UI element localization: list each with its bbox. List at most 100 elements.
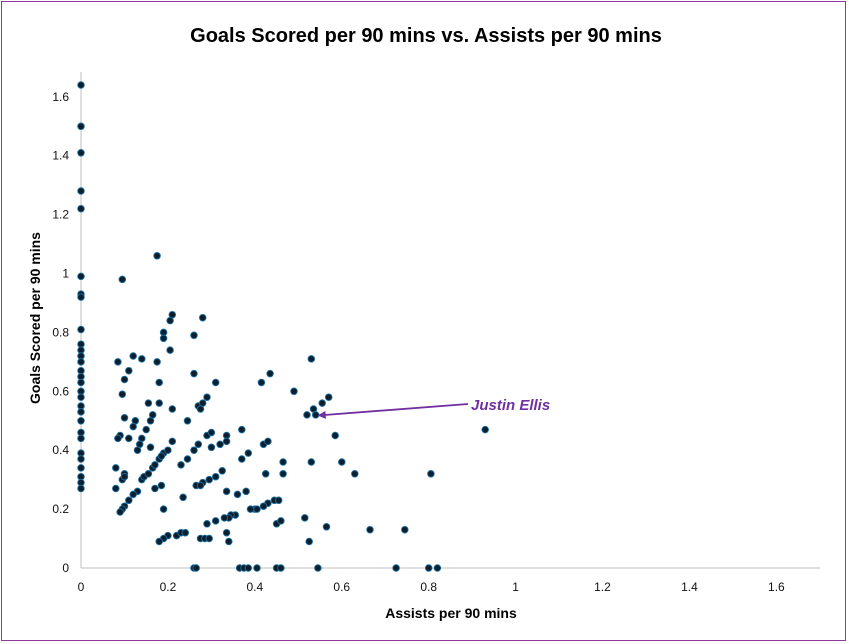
data-point <box>125 434 133 443</box>
data-point <box>427 470 435 478</box>
data-point <box>244 449 253 457</box>
data-point <box>194 440 203 449</box>
data-point <box>246 505 255 513</box>
data-point <box>222 487 231 496</box>
data-point <box>207 443 216 452</box>
data-point <box>77 455 85 463</box>
data-point <box>166 346 174 354</box>
data-point <box>116 508 124 516</box>
data-point <box>181 528 190 537</box>
data-point <box>274 496 283 505</box>
data-point <box>314 564 322 572</box>
data-point <box>305 537 313 546</box>
data-point <box>307 458 316 466</box>
data-point <box>225 537 233 546</box>
data-point <box>257 378 266 387</box>
data-point <box>242 487 250 496</box>
data-point <box>177 461 185 469</box>
data-point <box>120 414 129 422</box>
data-point <box>261 470 270 478</box>
data-point <box>233 490 242 499</box>
data-point <box>129 490 137 499</box>
data-point <box>77 417 85 425</box>
data-point <box>196 481 205 490</box>
data-point <box>133 446 142 454</box>
data-point <box>151 461 159 469</box>
x-tick-label: 0 <box>78 580 85 594</box>
data-point <box>77 187 85 195</box>
data-point <box>253 564 261 572</box>
data-point <box>264 437 272 446</box>
data-point <box>218 467 226 475</box>
data-point <box>190 331 198 340</box>
data-point <box>307 355 316 363</box>
data-point <box>205 475 213 484</box>
data-point <box>138 355 146 363</box>
y-tick-label: 0.4 <box>52 443 69 457</box>
data-point <box>157 452 166 460</box>
x-tick-label: 0.8 <box>420 580 437 594</box>
y-tick-label: 1.4 <box>52 149 69 163</box>
data-point <box>303 411 311 419</box>
data-point <box>120 375 129 384</box>
tick-labels: 0 0.2 0.4 0.6 0.8 1 1.2 1.4 1.6 0 0.2 0.4 0.6 0.8 1 1.2… <box>52 90 785 594</box>
data-point <box>424 564 433 572</box>
data-point <box>203 393 211 401</box>
data-point <box>401 525 409 534</box>
y-tick-label: 0 <box>62 561 69 575</box>
data-point <box>190 446 198 454</box>
data-point <box>196 405 205 413</box>
data-point <box>148 411 157 419</box>
data-point <box>222 437 231 446</box>
data-point <box>198 313 207 322</box>
data-point <box>153 358 161 366</box>
data-point <box>222 528 231 537</box>
x-tick-label: 0.4 <box>246 580 263 594</box>
data-point <box>112 464 120 472</box>
data-point <box>392 564 400 572</box>
data-point <box>190 369 198 378</box>
x-axis-label: Assists per 90 mins <box>385 605 517 621</box>
data-point <box>153 252 161 260</box>
data-point <box>77 122 85 131</box>
data-point <box>216 440 224 449</box>
data-point <box>244 564 253 572</box>
axes <box>80 72 820 569</box>
data-point <box>168 437 177 446</box>
x-tick-label: 1.4 <box>681 580 698 594</box>
data-point <box>207 428 216 437</box>
data-point <box>220 514 229 522</box>
data-point <box>112 484 120 493</box>
annotation-label: Justin Ellis <box>471 397 550 414</box>
data-point <box>146 443 155 452</box>
x-tick-label: 0.2 <box>160 580 177 594</box>
data-point <box>129 352 137 360</box>
data-point <box>77 293 85 301</box>
data-point <box>114 434 122 443</box>
data-point <box>324 393 333 401</box>
data-point <box>155 537 163 546</box>
data-point <box>77 272 85 281</box>
data-point <box>77 393 85 401</box>
data-point <box>77 408 85 416</box>
data-point <box>301 514 309 522</box>
data-point <box>253 505 261 513</box>
data-point <box>338 458 346 466</box>
data-point <box>211 378 220 387</box>
data-point <box>192 564 200 572</box>
data-point <box>179 493 187 502</box>
data-point <box>125 366 133 375</box>
data-point <box>203 520 211 528</box>
data-point <box>205 534 213 543</box>
data-point <box>125 496 133 505</box>
data-point <box>155 399 163 407</box>
data-point <box>318 399 326 407</box>
y-tick-label: 1 <box>62 267 69 281</box>
data-point <box>77 434 85 443</box>
data-point <box>159 334 168 343</box>
y-tick-label: 0.2 <box>52 502 69 516</box>
data-point <box>322 523 331 531</box>
data-point <box>481 425 489 434</box>
